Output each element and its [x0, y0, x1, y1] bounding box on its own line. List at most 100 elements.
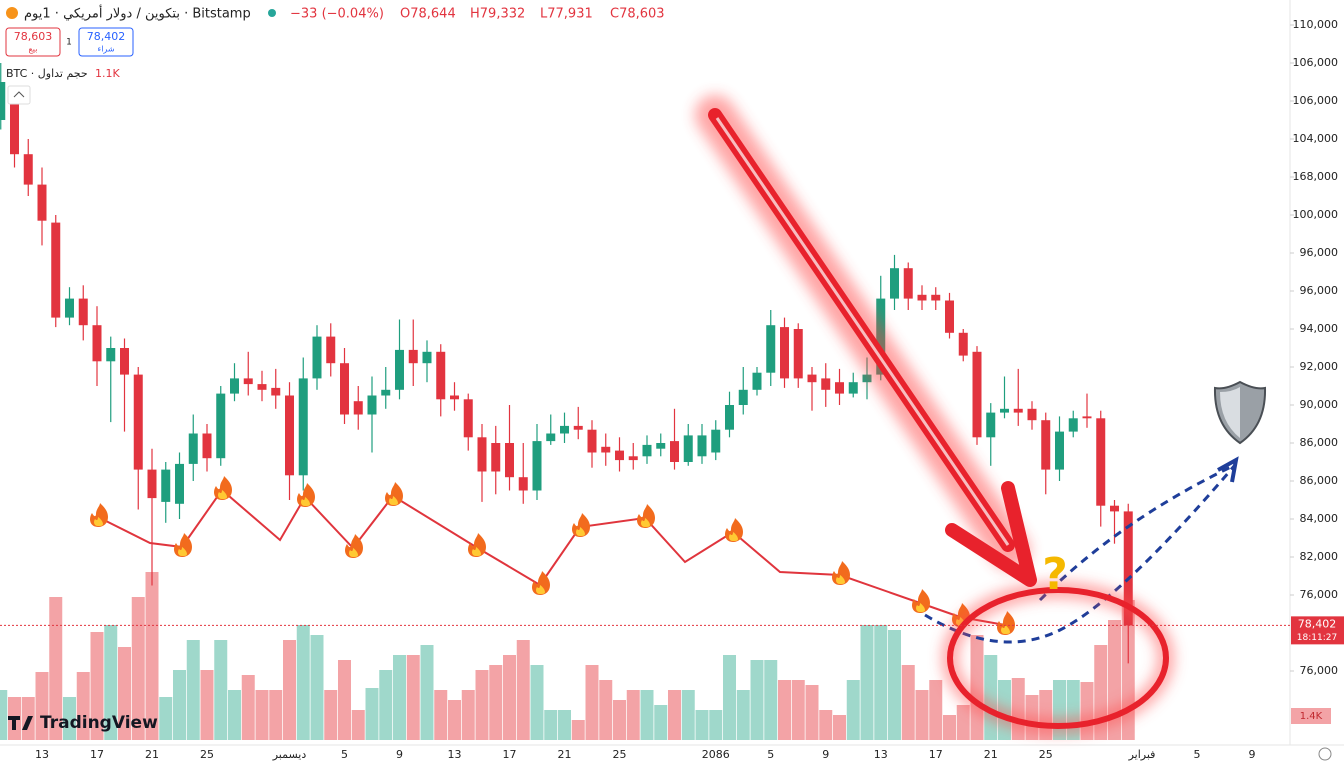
volume-bar	[503, 655, 516, 740]
candle-body	[422, 351, 432, 364]
candle-body	[505, 443, 514, 478]
candle-body	[271, 387, 281, 396]
candle-body	[436, 351, 446, 400]
change: −33 (−0.04%)	[290, 7, 384, 22]
candle-body	[793, 329, 803, 379]
volume-bar	[35, 672, 49, 740]
volume-bar	[888, 630, 901, 740]
candle-body	[573, 425, 583, 430]
dashed-path	[1038, 463, 1236, 602]
x-tick-label: 21	[145, 748, 159, 761]
candle-body	[326, 336, 336, 364]
candle-body	[1027, 408, 1037, 421]
candle-body	[161, 469, 171, 502]
candle-body	[1013, 408, 1023, 413]
y-tick-label: 82,000	[1300, 550, 1339, 563]
candle-body	[120, 348, 129, 375]
volume-bar	[296, 625, 310, 740]
volume-bar	[736, 690, 750, 740]
volume-bar	[640, 690, 654, 740]
candle-body	[285, 395, 294, 476]
candle-body	[1096, 418, 1106, 506]
volume-bar	[324, 690, 338, 740]
price-tag-label: 78,402	[1298, 617, 1337, 630]
candle-body	[10, 97, 19, 155]
candle-body	[51, 222, 61, 318]
brand-logo	[8, 716, 33, 730]
volume-bar	[159, 697, 173, 740]
flame-core	[641, 518, 650, 527]
arrow-head	[1217, 456, 1239, 483]
volume-bar	[681, 690, 695, 740]
y-tick-label: 106,000	[1293, 94, 1339, 107]
volume-bar	[434, 690, 448, 740]
x-tick-label: 17	[503, 748, 517, 761]
candle-body	[725, 405, 734, 430]
candle-body	[1082, 416, 1092, 419]
x-tick-label: 13	[35, 748, 49, 761]
volume-legend: BTC · حجم تداول	[6, 67, 88, 80]
sell-button[interactable]	[5, 27, 61, 57]
volume-bar	[228, 690, 241, 740]
open: O78,644	[400, 7, 456, 22]
candle-body	[243, 378, 253, 385]
volume-bar	[49, 597, 63, 740]
volume-tag	[1291, 708, 1331, 724]
candle-body	[257, 384, 267, 390]
volume-bar	[1011, 678, 1025, 740]
candle-body	[903, 268, 913, 299]
x-tick-label: 21	[558, 748, 572, 761]
volume-bar	[571, 720, 585, 740]
x-tick-label: 9	[822, 748, 829, 761]
candle-body	[92, 325, 102, 362]
volume-bar	[351, 710, 365, 740]
candle-body	[463, 399, 473, 438]
y-tick-label: 104,000	[1293, 132, 1339, 145]
candle-body	[738, 389, 748, 405]
buy-button[interactable]	[78, 27, 134, 57]
settings-icon[interactable]	[1318, 747, 1332, 761]
x-tick-label: 25	[200, 748, 214, 761]
volume-bar	[929, 680, 943, 740]
flame-core	[178, 547, 187, 556]
candle-body	[1000, 408, 1009, 413]
candle-body	[752, 372, 762, 390]
candle-body	[628, 456, 638, 461]
candle-body	[367, 395, 377, 415]
volume-bar	[599, 680, 613, 740]
volume-bar	[0, 690, 8, 740]
flame-core	[536, 585, 545, 594]
volume-bar	[516, 640, 530, 740]
candle-body	[23, 154, 33, 185]
volume-bar	[956, 705, 970, 740]
close: C78,603	[610, 7, 665, 22]
collapse-button[interactable]	[7, 85, 31, 105]
candle-body	[670, 441, 679, 462]
candle-body	[477, 437, 487, 472]
plot	[0, 63, 1135, 740]
coin-icon	[6, 7, 18, 19]
volume-bar	[558, 710, 571, 740]
volume-bar	[173, 670, 186, 740]
candle-body	[147, 469, 157, 499]
volume-bar	[668, 690, 681, 740]
volume-bar	[406, 655, 420, 740]
x-tick-label: 5	[767, 748, 774, 761]
volume-bar	[695, 710, 709, 740]
candle-body	[807, 374, 817, 383]
shield-highlight	[1220, 387, 1240, 438]
candle-body	[65, 298, 74, 318]
candle-body	[546, 433, 556, 442]
volume-bar	[241, 675, 255, 740]
candle-body	[821, 378, 831, 390]
candle-body	[1055, 431, 1064, 470]
flame-core	[218, 490, 227, 499]
y-tick-label: 76,000	[1300, 588, 1339, 601]
candle-body	[518, 477, 528, 491]
volume-bar	[214, 640, 228, 740]
candle-body	[395, 349, 404, 390]
sell-label: بيع	[29, 45, 38, 54]
volume-bar	[915, 690, 929, 740]
volume-bar	[461, 690, 475, 740]
